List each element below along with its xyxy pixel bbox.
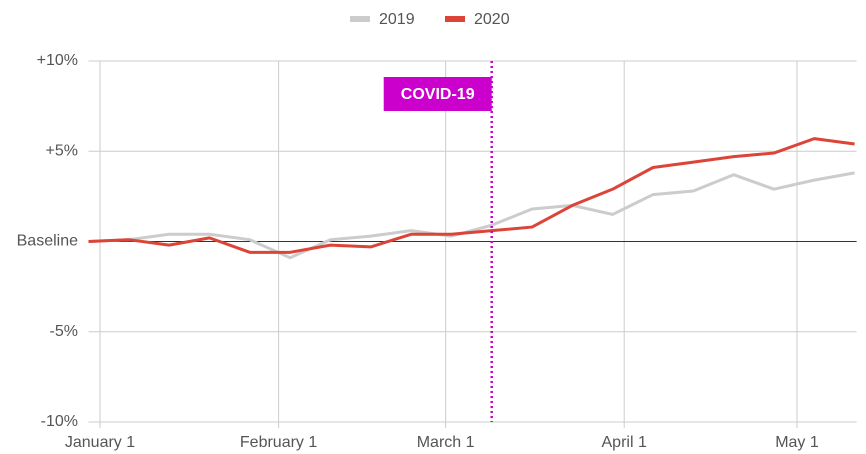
annotation-box [383,77,492,111]
y-tick-label: Baseline [17,233,78,250]
y-tick-label: -5% [50,323,78,340]
y-tick-label: -10% [41,413,78,430]
legend-label: 2020 [474,11,510,28]
annotation-label: COVID-19 [401,86,475,103]
y-tick-label: +10% [37,52,78,69]
series-line [88,171,855,260]
x-tick-label: March 1 [417,434,475,451]
series-line [88,137,855,254]
x-tick-label: January 1 [65,434,135,451]
x-tick-label: May 1 [775,434,819,451]
legend-label: 2019 [379,11,415,28]
x-tick-label: April 1 [602,434,647,451]
x-tick-label: February 1 [240,434,317,451]
y-tick-label: +5% [46,142,78,159]
